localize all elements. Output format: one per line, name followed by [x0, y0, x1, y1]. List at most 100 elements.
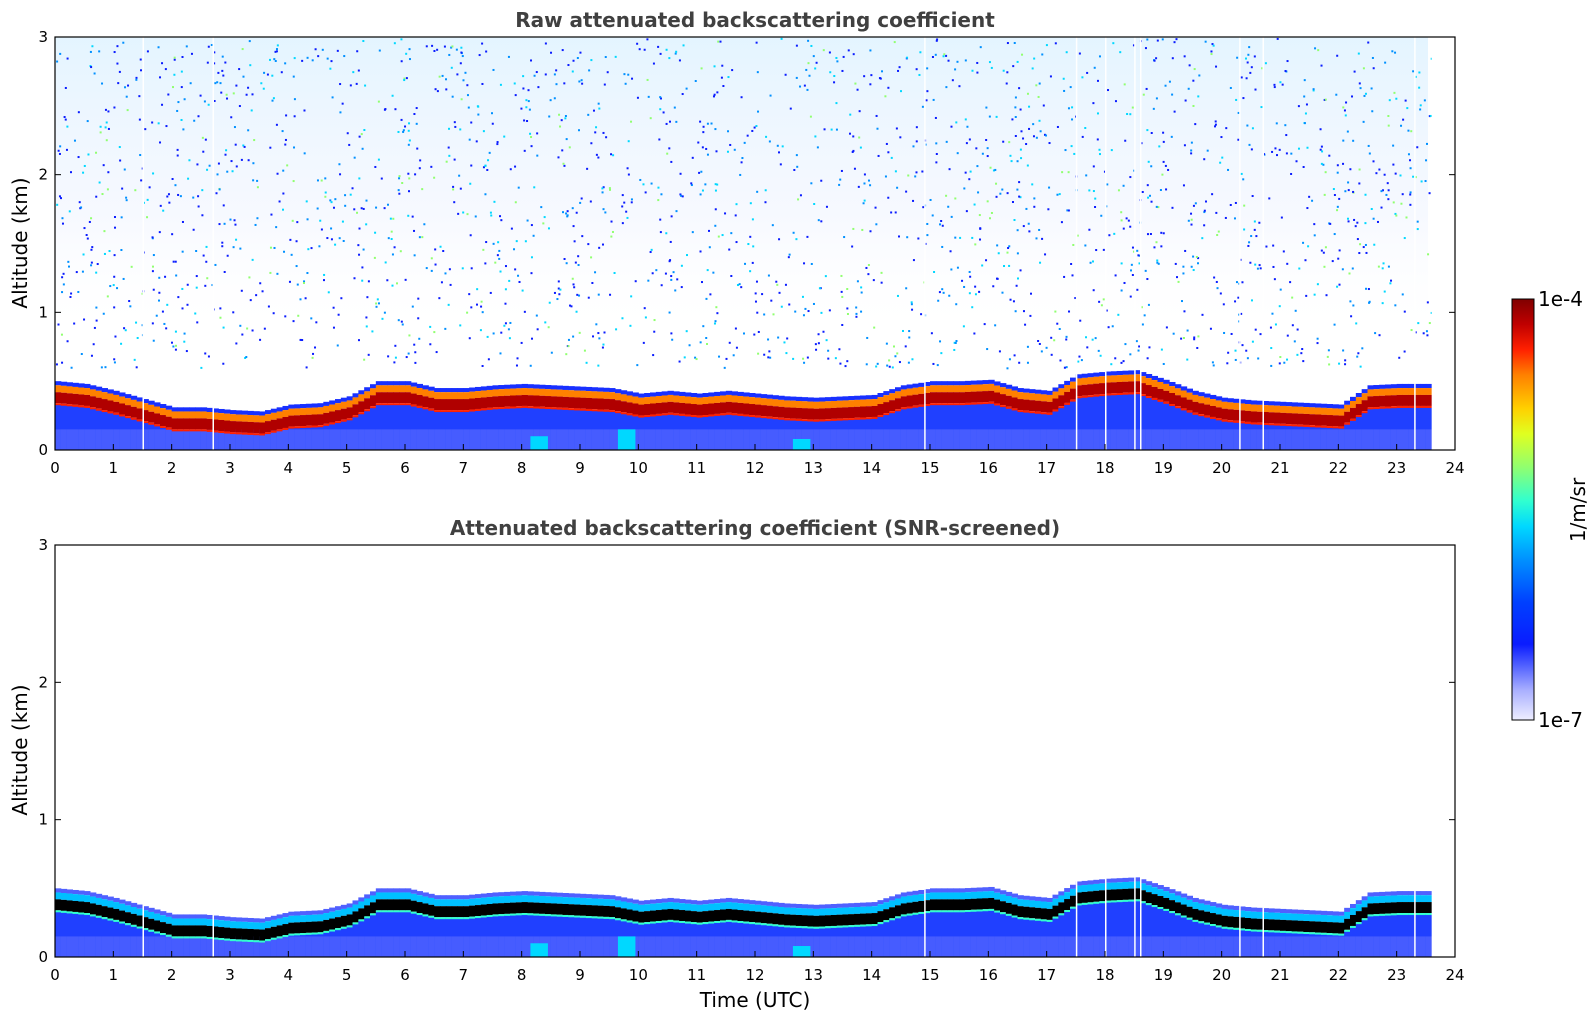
noise-pixel: [417, 297, 420, 300]
noise-pixel: [1173, 110, 1176, 113]
noise-pixel: [271, 74, 274, 77]
noise-pixel: [93, 72, 96, 75]
noise-pixel: [1429, 114, 1432, 117]
noise-pixel: [740, 96, 743, 99]
noise-pixel: [1033, 57, 1036, 60]
noise-pixel: [526, 120, 529, 123]
noise-pixel: [915, 68, 918, 71]
layer-column-halo: [107, 896, 114, 901]
noise-pixel: [411, 305, 414, 308]
noise-pixel: [890, 156, 893, 159]
noise-pixel: [1272, 244, 1275, 247]
noise-pixel: [1428, 192, 1431, 195]
noise-pixel: [988, 115, 991, 118]
layer-column-lower: [673, 429, 680, 450]
layer-column-halo: [755, 900, 762, 905]
layer-column-core: [568, 904, 575, 916]
noise-pixel: [979, 238, 982, 241]
layer-column-halo: [1122, 877, 1129, 883]
noise-pixel: [662, 111, 665, 114]
noise-pixel: [621, 205, 624, 208]
layer-column-base: [1122, 394, 1129, 450]
noise-pixel: [1419, 104, 1422, 107]
noise-pixel: [1100, 214, 1103, 217]
layer-column-lower: [399, 429, 406, 450]
layer-column-edge: [1390, 388, 1398, 396]
layer-column-lower: [965, 936, 972, 957]
noise-pixel: [1018, 87, 1021, 90]
layer-column-core: [335, 410, 342, 422]
layer-column-halo: [1093, 372, 1100, 377]
layer-column-edge: [165, 916, 173, 924]
layer-column-edge: [778, 907, 785, 914]
layer-column-edge: [1040, 394, 1048, 402]
noise-pixel: [1194, 202, 1197, 205]
noise-pixel: [1063, 89, 1066, 92]
layer-column-core: [708, 403, 715, 415]
layer-column-underside: [638, 922, 645, 925]
layer-column-halo: [119, 899, 126, 904]
noise-pixel: [1192, 79, 1195, 82]
layer-column-core: [1017, 906, 1024, 918]
data-gap-line: [1414, 37, 1416, 450]
layer-column-edge: [1274, 405, 1281, 413]
layer-column-core: [125, 912, 132, 924]
layer-column-underside: [912, 912, 919, 915]
noise-pixel: [1316, 342, 1319, 345]
noise-pixel: [676, 278, 679, 281]
layer-column-underside: [714, 921, 721, 924]
noise-pixel: [835, 102, 838, 105]
layer-column-underside: [591, 409, 598, 412]
noise-pixel: [1175, 38, 1178, 41]
layer-column-lower: [1046, 936, 1053, 957]
layer-column-underside: [842, 418, 849, 421]
layer-column-core: [1046, 908, 1053, 920]
noise-pixel: [621, 222, 624, 225]
layer-column-lower: [702, 936, 709, 957]
noise-pixel: [679, 172, 682, 175]
noise-pixel: [330, 201, 333, 204]
layer-column-lower: [177, 936, 184, 957]
layer-column-lower: [1075, 936, 1083, 957]
noise-pixel: [816, 146, 819, 149]
layer-column-underside: [877, 415, 884, 418]
noise-pixel: [598, 337, 601, 340]
noise-pixel: [1050, 336, 1053, 339]
noise-pixel: [283, 250, 286, 253]
layer-column-core: [1175, 902, 1182, 914]
layer-column-edge: [101, 899, 108, 907]
layer-column-core: [1396, 394, 1403, 406]
noise-pixel: [415, 122, 418, 125]
noise-pixel: [700, 170, 703, 173]
layer-column-underside: [486, 914, 493, 917]
noise-pixel: [1124, 139, 1127, 142]
x-tick-label: 23: [1387, 459, 1406, 477]
noise-pixel: [1146, 278, 1149, 281]
layer-column-halo: [230, 410, 237, 415]
layer-column-edge: [1373, 389, 1380, 397]
layer-column-core: [1005, 395, 1013, 407]
noise-pixel: [863, 75, 866, 78]
layer-column-lower: [737, 936, 744, 957]
noise-pixel: [559, 125, 562, 128]
layer-column-edge: [1151, 380, 1158, 387]
noise-pixel: [1098, 148, 1101, 151]
layer-column-halo: [772, 395, 779, 400]
layer-column-base: [60, 912, 68, 957]
noise-pixel: [578, 331, 581, 334]
noise-pixel: [207, 355, 210, 358]
layer-column-edge: [375, 385, 383, 393]
noise-pixel: [597, 332, 600, 335]
layer-column-underside: [661, 413, 668, 416]
layer-column-halo: [125, 901, 132, 906]
layer-column-core: [772, 406, 779, 418]
layer-column-lower: [84, 936, 91, 957]
noise-pixel: [216, 173, 219, 176]
layer-column-edge: [900, 896, 908, 904]
layer-column-halo: [539, 891, 546, 897]
noise-pixel: [1122, 227, 1125, 230]
layer-column-core: [842, 914, 849, 926]
layer-column-halo: [585, 894, 593, 899]
noise-pixel: [1060, 221, 1063, 224]
noise-pixel: [793, 168, 796, 171]
